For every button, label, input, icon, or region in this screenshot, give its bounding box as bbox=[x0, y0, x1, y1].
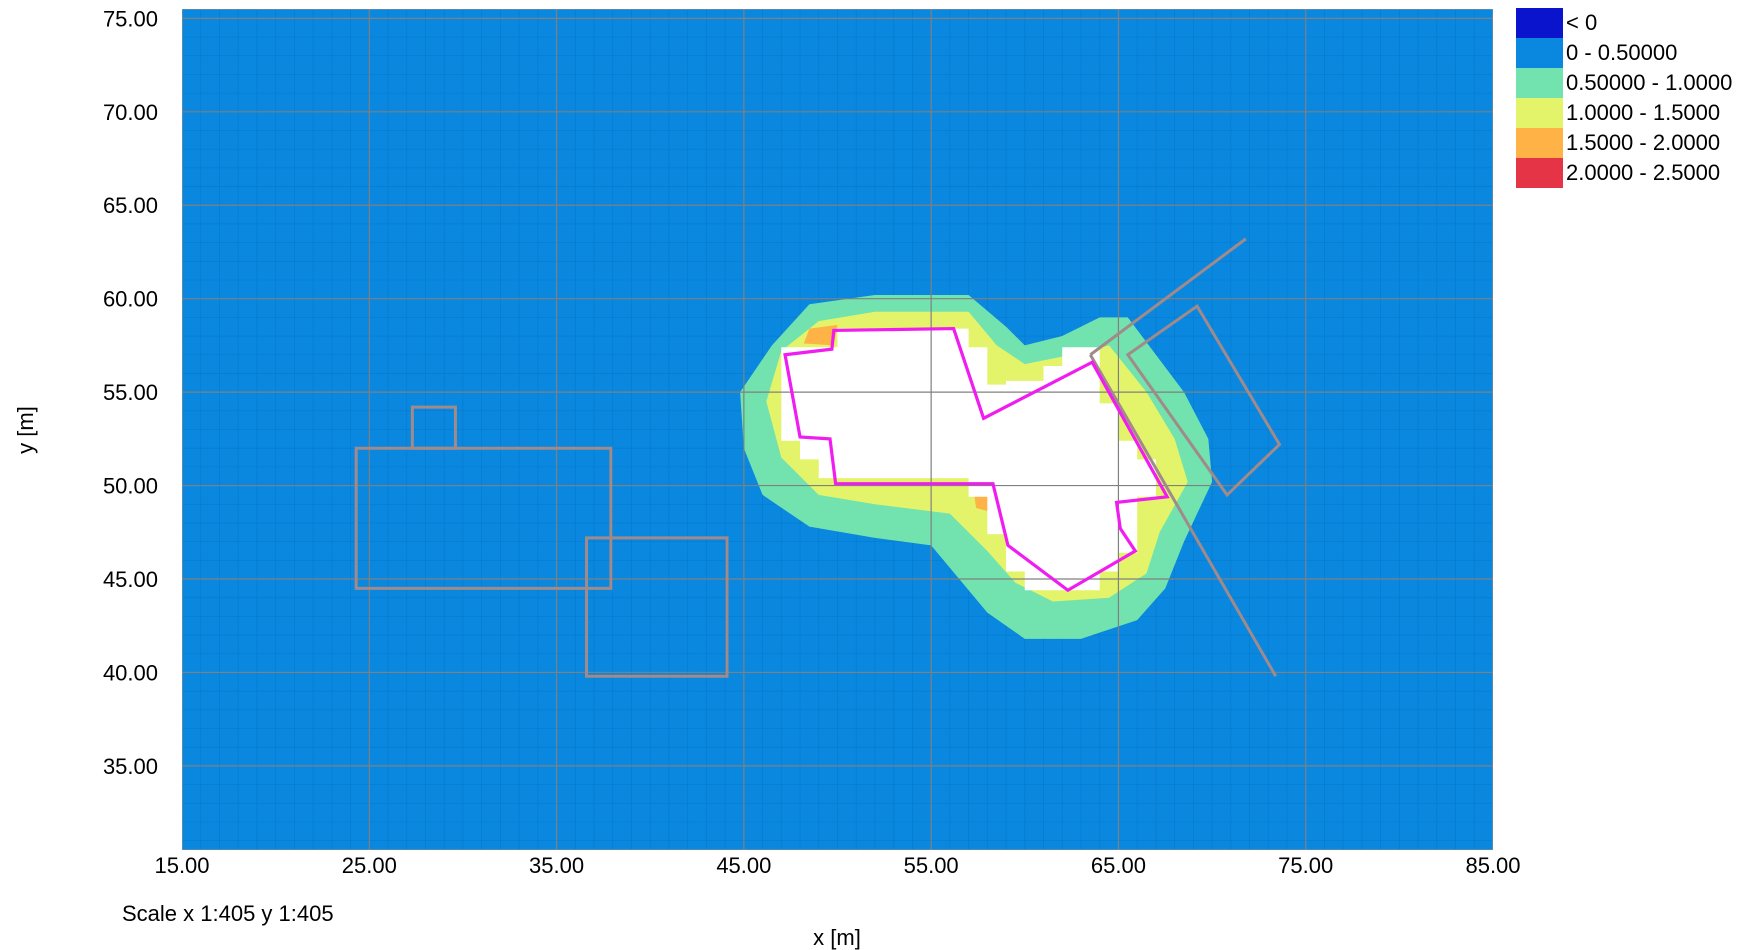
y-tick-label: 50.00 bbox=[103, 474, 158, 499]
obstacle-outline bbox=[1125, 303, 1282, 498]
x-tick-label: 85.00 bbox=[1465, 853, 1520, 878]
y-axis-ticks: 35.00 40.00 45.00 50.00 55.00 60.00 65.00 70.00… bbox=[103, 6, 158, 779]
obstacle-outline bbox=[410, 405, 457, 450]
x-tick-label: 65.00 bbox=[1091, 853, 1146, 878]
scale-text: Scale x 1:405 y 1:405 bbox=[122, 901, 334, 926]
building-footprint-outline bbox=[783, 326, 1170, 593]
obstacle-layer bbox=[354, 237, 1282, 678]
obstacle-line bbox=[1089, 237, 1247, 356]
y-tick-label: 45.00 bbox=[103, 567, 158, 592]
x-tick-label: 15.00 bbox=[154, 853, 209, 878]
y-tick-label: 40.00 bbox=[103, 660, 158, 685]
x-tick-label: 25.00 bbox=[342, 853, 397, 878]
legend-swatch bbox=[1516, 8, 1563, 38]
obstacle-outline bbox=[585, 536, 729, 678]
x-tick-label: 75.00 bbox=[1278, 853, 1333, 878]
legend-swatch bbox=[1516, 38, 1563, 68]
x-tick-label: 45.00 bbox=[716, 853, 771, 878]
legend-swatch bbox=[1516, 98, 1563, 128]
y-tick-label: 65.00 bbox=[103, 193, 158, 218]
legend-label: < 0 bbox=[1566, 10, 1597, 35]
x-axis-label: x [m] bbox=[813, 925, 861, 950]
legend-label: 1.5000 - 2.0000 bbox=[1566, 130, 1720, 155]
legend-label: 1.0000 - 1.5000 bbox=[1566, 100, 1720, 125]
legend-swatch bbox=[1516, 68, 1563, 98]
footprint-layer bbox=[783, 326, 1170, 593]
y-tick-label: 35.00 bbox=[103, 754, 158, 779]
x-axis-ticks: 15.00 25.00 35.00 45.00 55.00 65.00 75.00 85.00 bbox=[154, 853, 1520, 878]
legend: < 0 0 - 0.50000 0.50000 - 1.0000 1.0000 - 1… bbox=[1516, 8, 1732, 188]
legend-swatch bbox=[1516, 128, 1563, 158]
contour-layer bbox=[740, 294, 1213, 639]
unresolved-region bbox=[781, 328, 1156, 591]
contour-region-class-4 bbox=[803, 324, 838, 346]
y-tick-label: 60.00 bbox=[103, 287, 158, 312]
x-tick-label: 55.00 bbox=[904, 853, 959, 878]
legend-label: 0.50000 - 1.0000 bbox=[1566, 70, 1732, 95]
x-tick-label: 35.00 bbox=[529, 853, 584, 878]
y-tick-label: 70.00 bbox=[103, 100, 158, 125]
y-tick-label: 55.00 bbox=[103, 380, 158, 405]
y-axis-label: y [m] bbox=[13, 406, 38, 454]
obstacle-outline bbox=[354, 446, 613, 590]
y-tick-label: 75.00 bbox=[103, 6, 158, 31]
legend-label: 2.0000 - 2.5000 bbox=[1566, 160, 1720, 185]
legend-swatch bbox=[1516, 158, 1563, 188]
legend-label: 0 - 0.50000 bbox=[1566, 40, 1677, 65]
obstacle-line bbox=[1089, 353, 1278, 677]
